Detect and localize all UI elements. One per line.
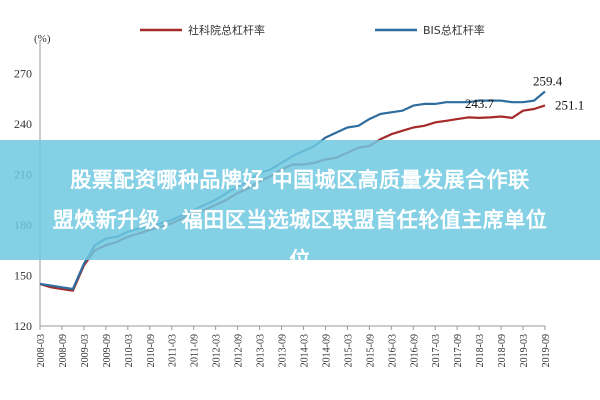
- overlay-banner: 股票配资哪种品牌好 中国城区高质量发展合作联 盟焕新升级，福田区当选城区联盟首任…: [0, 140, 600, 260]
- data-labels: 259.4 251.1 243.7: [465, 73, 584, 112]
- x-tick-label: 2014-09: [321, 334, 332, 367]
- x-tick-label: 2008-09: [58, 334, 69, 367]
- banner-line-3: 位: [289, 248, 311, 260]
- x-tick-label: 2009-09: [102, 334, 113, 367]
- x-tick-label: 2013-03: [256, 334, 267, 367]
- x-tick-label: 2016-09: [409, 334, 420, 367]
- x-tick-label: 2013-09: [278, 334, 289, 367]
- data-label: 259.4: [533, 73, 563, 88]
- x-tick-label: 2017-09: [453, 334, 464, 367]
- x-tick-label: 2018-09: [497, 334, 508, 367]
- x-tick-label: 2016-03: [387, 334, 398, 367]
- x-tick-label: 2015-09: [365, 334, 376, 367]
- x-tick-label: 2012-09: [234, 334, 245, 367]
- x-tick-label: 2011-03: [168, 334, 179, 367]
- x-tick-label: 2010-03: [124, 334, 135, 367]
- legend-label-1: 社科院总杠杆率: [188, 23, 265, 37]
- legend: 社科院总杠杆率 BIS总杠杆率: [140, 23, 485, 37]
- x-tick-label: 2019-03: [519, 334, 530, 367]
- x-tick-label: 2017-03: [431, 334, 442, 367]
- y-axis-label: (%): [34, 33, 51, 45]
- x-axis: 2008-03 2008-09 2009-03 2009-09 2010-03 2010-…: [36, 325, 552, 367]
- x-tick-label: 2008-03: [36, 334, 47, 367]
- x-tick-label: 2015-03: [343, 334, 354, 367]
- banner-line-2: 盟焕新升级，福田区当选城区联盟首任轮值主席单位: [52, 208, 548, 232]
- y-tick-label: 270: [14, 67, 32, 81]
- data-label: 243.7: [465, 96, 495, 111]
- legend-label-2: BIS总杠杆率: [423, 23, 485, 37]
- y-tick-label: 150: [14, 269, 32, 283]
- x-tick-label: 2010-09: [146, 334, 157, 367]
- x-tick-label: 2011-09: [190, 334, 201, 367]
- x-tick-label: 2019-09: [541, 334, 552, 367]
- banner-text: 股票配资哪种品牌好 中国城区高质量发展合作联 盟焕新升级，福田区当选城区联盟首任…: [45, 140, 556, 260]
- x-tick-label: 2012-03: [212, 334, 223, 367]
- data-label: 251.1: [555, 97, 584, 112]
- banner-line-1: 股票配资哪种品牌好 中国城区高质量发展合作联: [70, 168, 530, 192]
- x-tick-label: 2018-03: [475, 334, 486, 367]
- y-tick-label: 120: [14, 319, 32, 333]
- x-tick-label: 2014-03: [299, 334, 310, 367]
- y-tick-label: 240: [14, 117, 32, 131]
- x-tick-label: 2009-03: [80, 334, 91, 367]
